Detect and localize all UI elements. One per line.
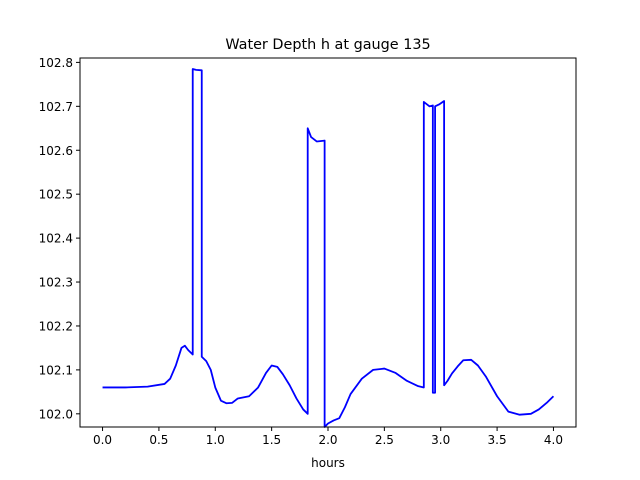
y-tick-label: 102.6 [39,144,73,158]
x-axis: 0.0 0.5 1.0 1.5 2.0 2.5 3.0 3.5 4.0 [93,427,563,447]
x-tick-label: 4.0 [544,433,563,447]
y-tick-label: 102.2 [39,319,73,333]
y-axis: 102.0 102.1 102.2 102.3 102.4 102.5 102.6 102.7… [39,56,80,421]
y-tick-label: 102.4 [39,232,73,246]
y-tick-label: 102.3 [39,276,73,290]
x-tick-label: 1.5 [262,433,281,447]
plot-frame [79,57,577,428]
x-tick-label: 3.5 [488,433,507,447]
y-tick-label: 102.8 [39,56,73,70]
x-tick-label: 3.0 [431,433,450,447]
x-tick-label: 1.0 [206,433,225,447]
x-tick-label: 2.0 [318,433,337,447]
y-tick-label: 102.5 [39,188,73,202]
y-tick-label: 102.7 [39,100,73,114]
x-axis-label: hours [311,456,345,470]
chart-title: Water Depth h at gauge 135 [225,37,430,53]
x-tick-label: 0.0 [93,433,112,447]
x-tick-label: 0.5 [149,433,168,447]
y-tick-label: 102.1 [39,363,73,377]
y-tick-label: 102.0 [39,407,73,421]
x-tick-label: 2.5 [375,433,394,447]
